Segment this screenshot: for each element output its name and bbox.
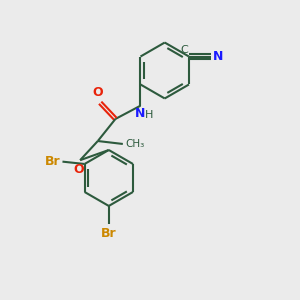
- Text: CH₃: CH₃: [125, 139, 144, 149]
- Text: N: N: [212, 50, 223, 63]
- Text: Br: Br: [44, 155, 60, 168]
- Text: Br: Br: [101, 226, 117, 240]
- Text: H: H: [145, 110, 153, 120]
- Text: O: O: [92, 86, 103, 99]
- Text: C: C: [181, 45, 188, 55]
- Text: O: O: [74, 163, 84, 176]
- Text: N: N: [135, 107, 145, 120]
